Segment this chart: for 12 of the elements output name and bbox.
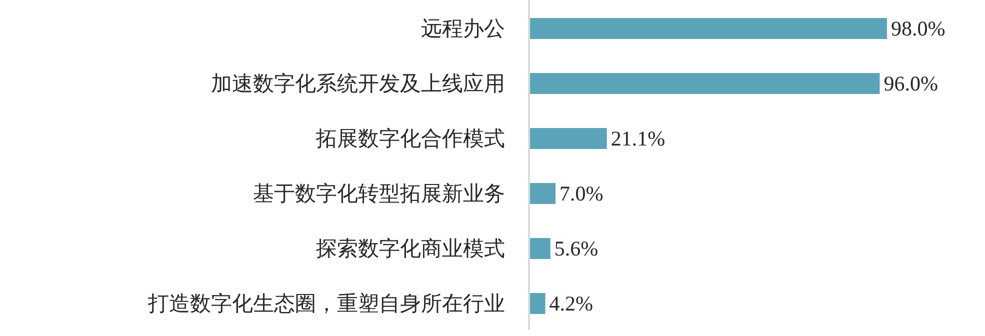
y-tick-label: 打造数字化生态圈，重塑自身所在行业 [147, 292, 505, 316]
y-tick-label: 拓展数字化合作模式 [315, 126, 505, 150]
data-label: 4.2% [549, 292, 594, 316]
y-tick-label: 基于数字化转型拓展新业务 [253, 182, 505, 206]
y-tick-label: 探索数字化商业模式 [316, 236, 505, 260]
data-label: 96.0% [884, 72, 938, 96]
data-label: 7.0% [560, 182, 604, 206]
y-tick-label: 加速数字化系统开发及上线应用 [211, 72, 505, 96]
y-tick-label: 远程办公 [421, 16, 505, 40]
data-label: 21.1% [610, 126, 666, 150]
data-label: 5.6% [554, 236, 598, 260]
data-label: 98.0% [891, 16, 946, 40]
